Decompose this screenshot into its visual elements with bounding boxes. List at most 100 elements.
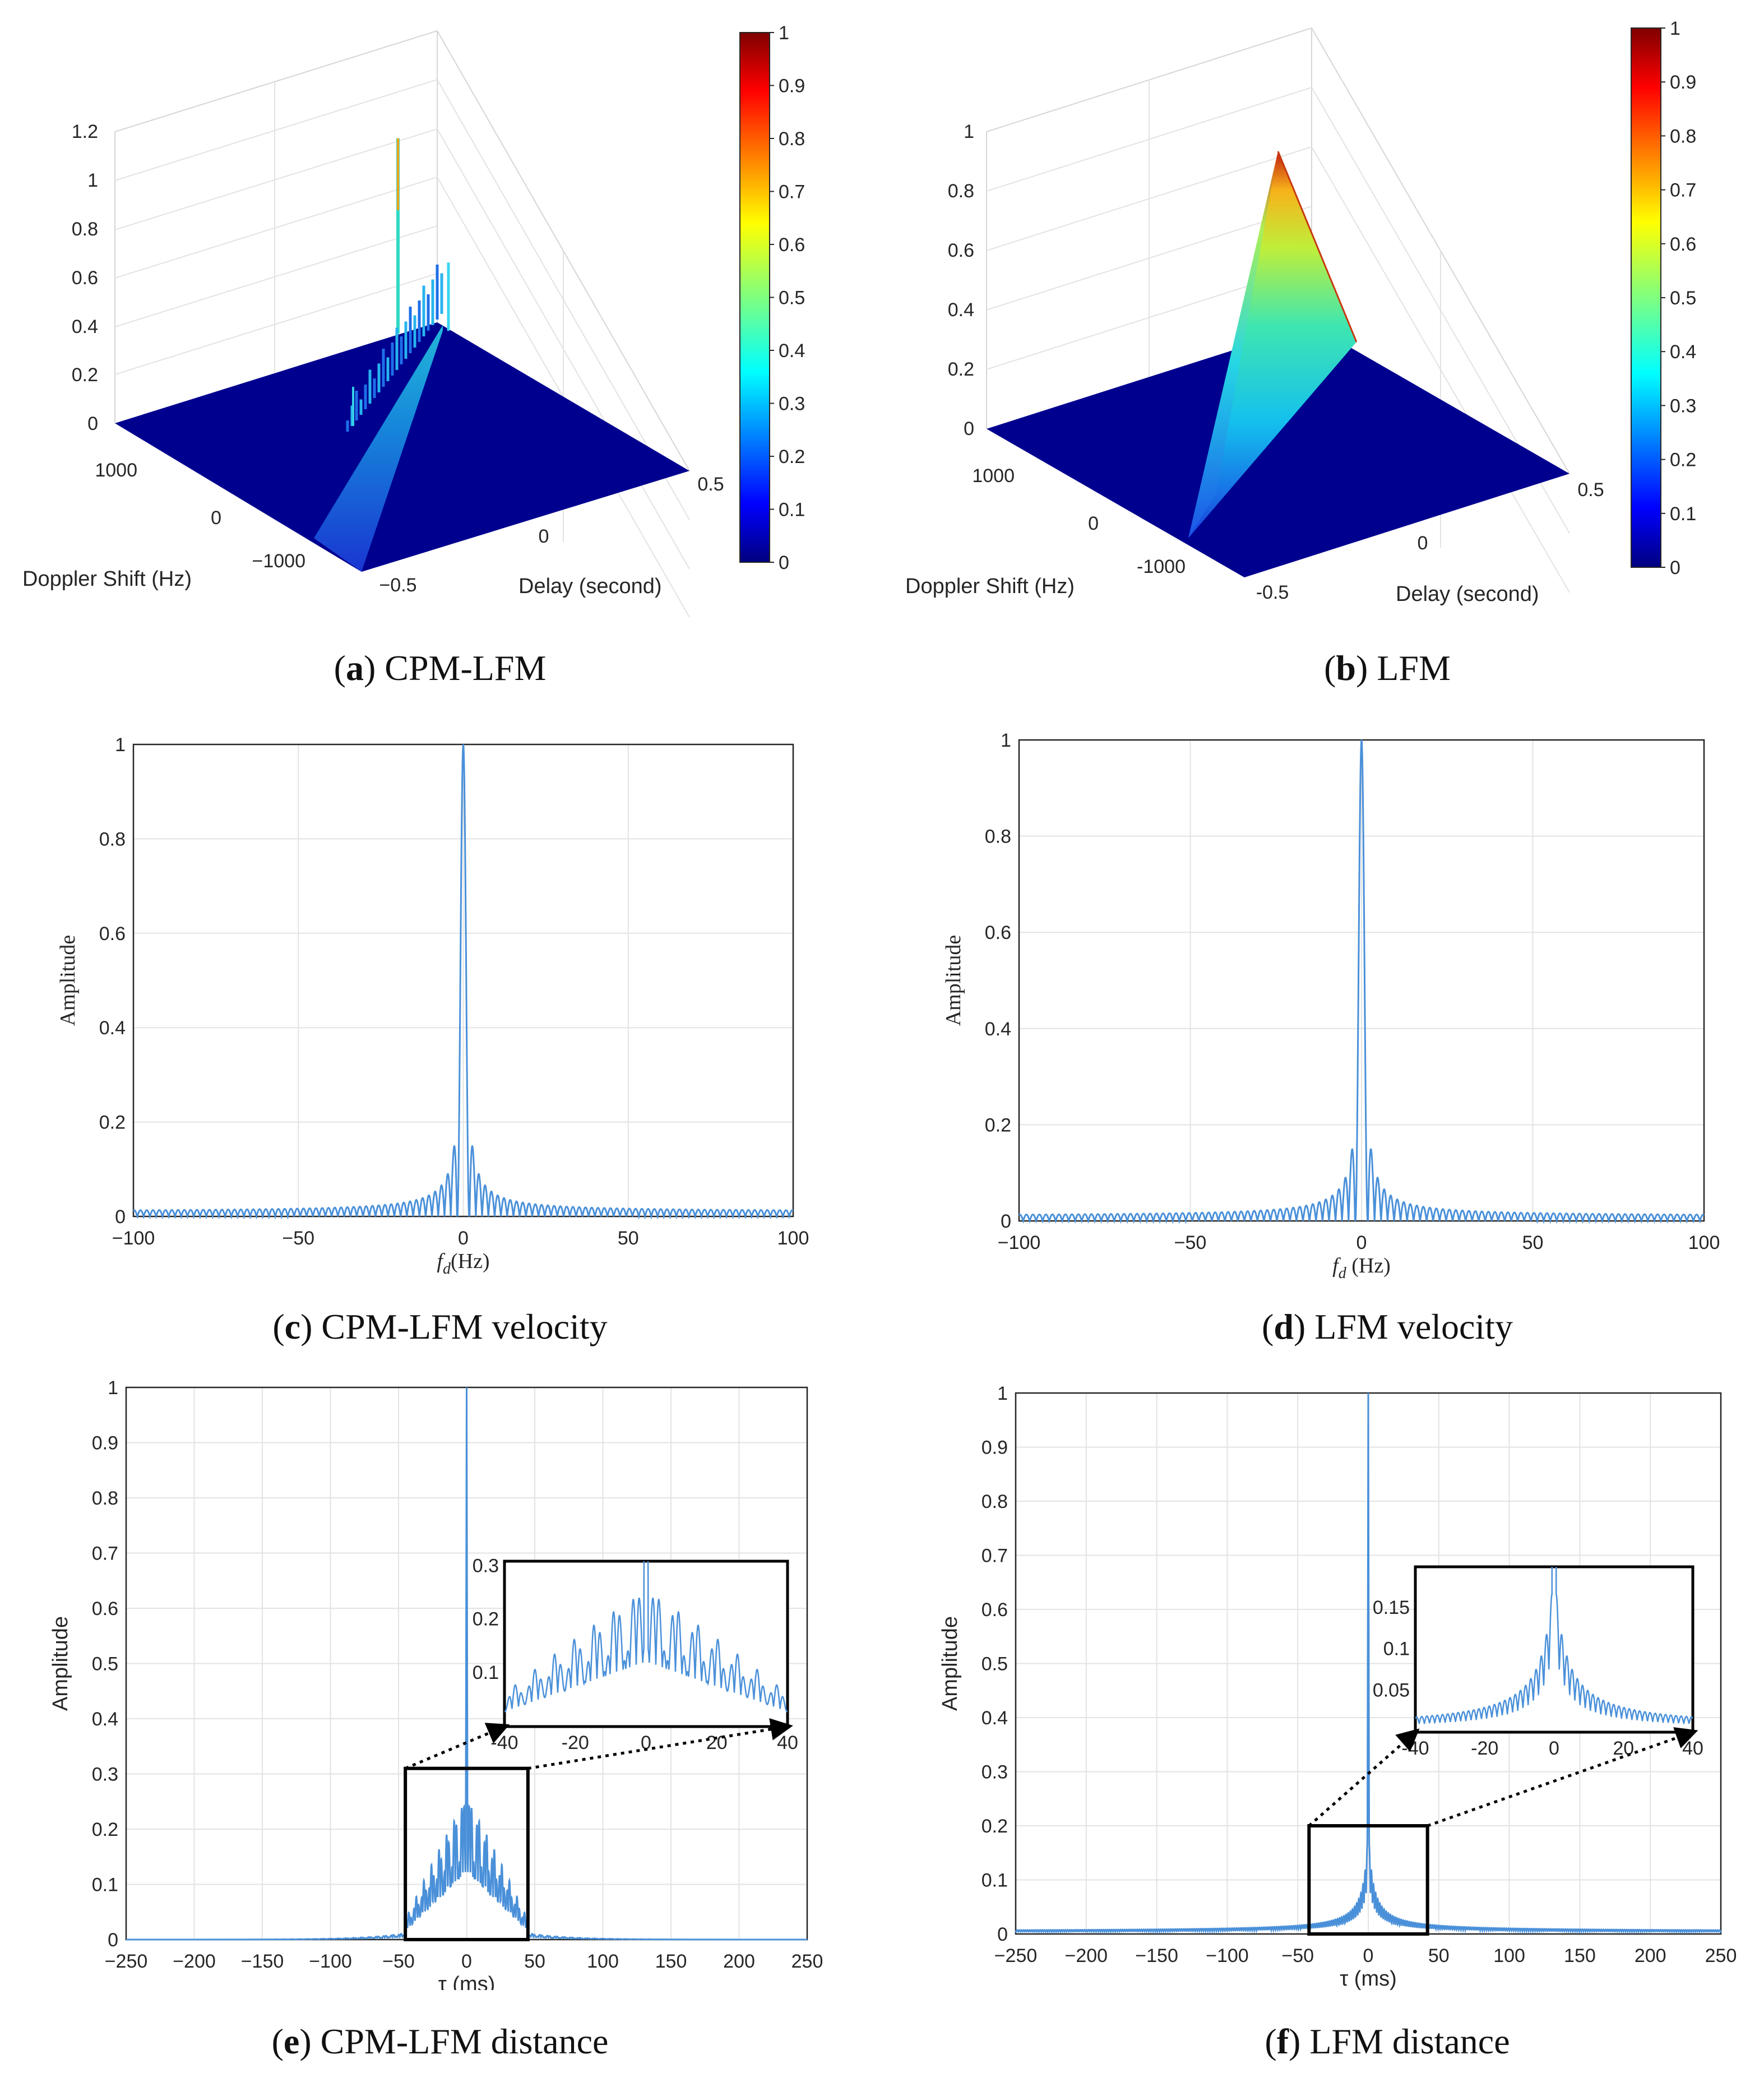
y-tick-label: 0 xyxy=(1001,1211,1011,1232)
y-tick-label: 0.2 xyxy=(92,1819,118,1840)
x-tick-label: 250 xyxy=(1705,1945,1737,1966)
x-axis-label: fd (Hz) xyxy=(1332,1254,1391,1282)
y-tick-label: 0.4 xyxy=(92,1709,118,1730)
x-tick-label: −100 xyxy=(309,1951,352,1972)
x-tick-label: 150 xyxy=(655,1951,687,1972)
y-tick-label: 0.8 xyxy=(985,826,1011,848)
x-tick-label: −100 xyxy=(998,1232,1041,1253)
caption-b: (b) LFM xyxy=(1324,648,1451,688)
colorbar-tick-label: 0.1 xyxy=(779,499,805,521)
y-tick-label: 0.6 xyxy=(985,922,1011,943)
colorbar-tick-label: 1 xyxy=(1670,18,1680,39)
inset-frame xyxy=(1414,1565,1694,1734)
chart-b-x-tick: 0.5 xyxy=(1577,479,1604,501)
chart-f: −250 −200 −150 −100 −50 0 50 100 150 200 250 0 0.1 0.… xyxy=(886,1373,1760,1990)
caption-c: (c) CPM-LFM velocity xyxy=(272,1307,608,1346)
chart-a-ridge xyxy=(314,325,443,572)
colorbar-tick-label: 0.7 xyxy=(1670,180,1696,201)
chart-a-z-tick: 0.4 xyxy=(72,316,98,337)
colorbar-tick-label: 0.9 xyxy=(779,76,805,97)
series-line xyxy=(1015,1392,1722,1935)
x-tick-label: −200 xyxy=(173,1951,216,1972)
chart-b: 0 0.2 0.4 0.6 0.8 1 1000 0 -1000 Doppler… xyxy=(886,0,1760,639)
x-tick-label: −150 xyxy=(241,1951,284,1972)
chart-b-z-tick: 0.8 xyxy=(948,181,974,202)
y-tick-label: 0.3 xyxy=(92,1764,118,1785)
y-tick-label: 1 xyxy=(115,734,126,756)
y-tick-label: 0.1 xyxy=(981,1870,1008,1891)
chart-b-colorbar xyxy=(1631,27,1661,568)
inset-x-tick: 0 xyxy=(641,1732,651,1753)
inset-x-tick: 40 xyxy=(777,1732,798,1753)
colorbar-tick-label: 0.3 xyxy=(779,394,805,415)
chart-a-y-tick: 0 xyxy=(211,507,221,529)
colorbar-tick-label: 0.4 xyxy=(1670,341,1696,363)
y-tick-label: 0.4 xyxy=(99,1017,126,1039)
inset-x-tick: -40 xyxy=(490,1732,518,1753)
chart-e: −250 −200 −150 −100 −50 0 50 100 150 200 250 0 0.1 0.… xyxy=(0,1373,874,1990)
y-axis-label: Amplitude xyxy=(938,1616,962,1711)
inset-series-line xyxy=(1415,1567,1693,1724)
chart-a-z-tick: 0.8 xyxy=(72,219,98,240)
chart-a-x-tick: −0.5 xyxy=(379,575,416,596)
zoom-box xyxy=(1307,1824,1429,1936)
chart-b-y-tick: 0 xyxy=(1088,513,1099,534)
inset-x-tick: 40 xyxy=(1682,1738,1703,1759)
chart-b-x-tick: -0.5 xyxy=(1256,582,1289,603)
chart-d: −100 −50 0 50 100 0 0.2 0.4 0.6 0.8 1 Amplitude fd (… xyxy=(886,729,1760,1289)
x-tick-label: 0 xyxy=(1363,1945,1374,1966)
y-axis-label: Amplitude xyxy=(942,935,965,1026)
x-tick-label: 100 xyxy=(777,1228,809,1249)
x-tick-label: 100 xyxy=(1493,1945,1525,1966)
chart-b-floor xyxy=(987,325,1569,577)
y-axis-label: Amplitude xyxy=(56,935,80,1026)
colorbar-tick-label: 0.4 xyxy=(779,340,805,362)
chart-a-z-tick: 1.2 xyxy=(72,121,98,142)
chart-b-z-tick: 0 xyxy=(964,418,974,439)
inset-y-tick: 0.1 xyxy=(1383,1639,1410,1660)
caption-a: (a) CPM-LFM xyxy=(334,648,547,688)
chart-b-z-tick: 0.4 xyxy=(948,299,974,321)
colorbar-tick-label: 0.6 xyxy=(779,234,805,256)
chart-a-ylabel: Doppler Shift (Hz) xyxy=(22,567,192,591)
y-tick-label: 0.6 xyxy=(99,923,126,945)
chart-b-y-tick: -1000 xyxy=(1137,556,1186,577)
y-tick-label: 0.8 xyxy=(981,1491,1008,1512)
x-tick-label: 100 xyxy=(587,1951,619,1972)
chart-a-x-tick: 0.5 xyxy=(697,474,724,495)
chart-a: 0 0.2 0.4 0.6 0.8 1 1.2 1000 0 −1000 Dop… xyxy=(0,0,874,639)
chart-a-z-tick: 0 xyxy=(87,413,98,434)
y-tick-label: 0 xyxy=(997,1924,1008,1945)
colorbar-tick-label: 0.9 xyxy=(1670,72,1696,93)
colorbar-tick-label: 0.5 xyxy=(779,288,805,309)
chart-b-colorbar-ticks: 0 0.1 0.2 0.3 0.4 0.5 0.6 0.7 0.8 0.9 1 xyxy=(1661,18,1696,579)
y-tick-label: 0 xyxy=(108,1929,118,1951)
colorbar-tick-label: 0.5 xyxy=(1670,288,1696,309)
x-tick-label: −250 xyxy=(994,1945,1038,1966)
x-axis-label: τ (ms) xyxy=(438,1973,496,1990)
y-tick-label: 0.9 xyxy=(981,1437,1008,1459)
series-line xyxy=(1018,739,1705,1224)
chart-a-x-tick: 0 xyxy=(539,526,549,547)
series-line xyxy=(126,1387,807,1941)
y-tick-label: 0.6 xyxy=(92,1598,118,1619)
chart-c: −100 −50 0 50 100 0 0.2 0.4 0.6 0.8 1 Amplitude fd(H… xyxy=(0,729,874,1289)
y-tick-label: 0.3 xyxy=(981,1762,1008,1783)
chart-a-z-tick: 0.2 xyxy=(72,364,98,386)
y-tick-label: 0.8 xyxy=(92,1488,118,1509)
colorbar-tick-label: 0.2 xyxy=(779,446,805,468)
x-tick-label: 0 xyxy=(1356,1232,1367,1253)
y-axis-label: Amplitude xyxy=(49,1616,72,1711)
chart-b-y-tick: 1000 xyxy=(972,465,1015,487)
x-tick-label: 250 xyxy=(791,1951,823,1972)
x-tick-label: 50 xyxy=(1522,1232,1544,1253)
colorbar-tick-label: 0.1 xyxy=(1670,503,1696,525)
zoom-connector xyxy=(1427,1727,1698,1827)
x-tick-label: 150 xyxy=(1564,1945,1596,1966)
x-tick-label: −50 xyxy=(1174,1232,1207,1253)
x-axis-label: fd(Hz) xyxy=(437,1250,489,1278)
x-tick-label: −50 xyxy=(382,1951,415,1972)
chart-a-y-tick: 1000 xyxy=(95,460,137,481)
x-tick-label: 200 xyxy=(723,1951,755,1972)
chart-b-z-tick: 0.2 xyxy=(948,359,974,380)
